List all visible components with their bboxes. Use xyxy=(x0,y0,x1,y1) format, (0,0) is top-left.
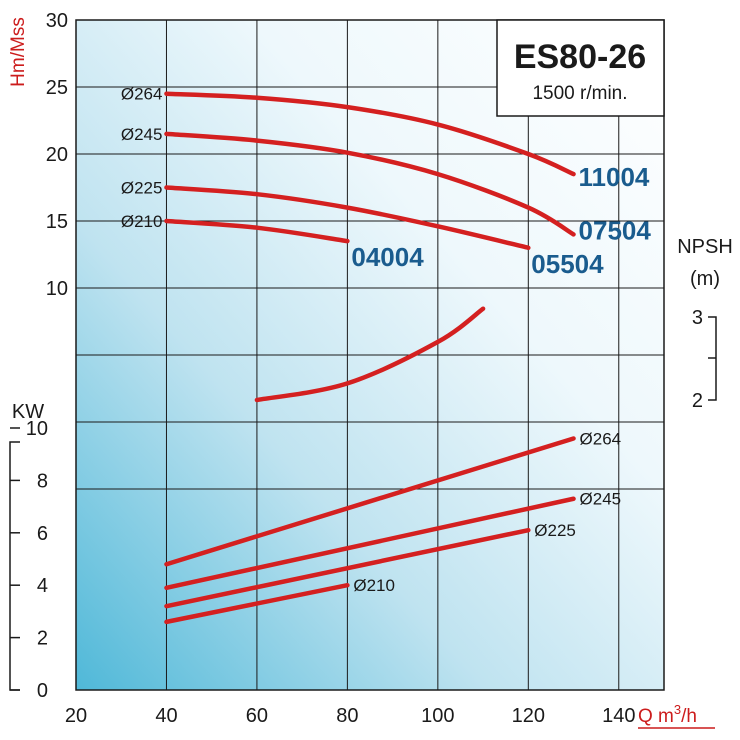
power-diameter-label: Ø225 xyxy=(534,521,576,540)
x-tick-label: 120 xyxy=(512,705,545,727)
npsh-axis-title-line1: NPSH xyxy=(677,236,733,258)
diameter-label: Ø225 xyxy=(121,179,163,198)
power-tick-label: 10 xyxy=(26,418,48,440)
x-axis-title: Q m3/h xyxy=(638,702,715,729)
head-curve xyxy=(164,185,531,251)
tick-labels: 20 40 60 80 100 120 140 10 15 20 25 30 0 2 4 6 8 10 3 2 xyxy=(10,10,703,727)
power-axis-bracket xyxy=(9,441,20,691)
x-tick-label: 140 xyxy=(602,705,635,727)
head-tick-label: 15 xyxy=(46,211,68,233)
model-label: 07504 xyxy=(579,215,652,245)
head-tick-label: 25 xyxy=(46,77,68,99)
power-curve xyxy=(164,582,350,625)
curves xyxy=(164,91,576,625)
head-tick-label: 30 xyxy=(46,10,68,32)
power-curve xyxy=(164,496,576,591)
npsh-axis-title-line2: (m) xyxy=(690,268,720,290)
x-tick-label: 60 xyxy=(246,705,268,727)
power-diameter-label: Ø245 xyxy=(580,490,622,509)
diameter-label: Ø245 xyxy=(121,125,163,144)
head-curve xyxy=(164,218,350,244)
plot-border xyxy=(75,19,665,691)
npsh-curve xyxy=(254,306,486,403)
power-diameter-label: Ø210 xyxy=(353,576,395,595)
npsh-axis-bracket xyxy=(708,316,717,401)
model-label: 05504 xyxy=(531,249,604,279)
power-tick-label: 2 xyxy=(37,628,48,650)
power-diameter-label: Ø264 xyxy=(580,429,622,448)
x-tick-label: 80 xyxy=(336,705,358,727)
power-tick-label: 8 xyxy=(37,470,48,492)
power-curve xyxy=(164,527,531,609)
head-curve xyxy=(164,131,576,237)
x-tick-label: 40 xyxy=(155,705,177,727)
diameter-label: Ø264 xyxy=(121,85,163,104)
curve-labels: Ø264 11004 Ø245 07504 Ø225 05504 Ø210 04004 Ø264… xyxy=(121,85,652,596)
head-tick-label: 20 xyxy=(46,144,68,166)
title-box: ES80-26 1500 r/min. xyxy=(496,19,665,117)
power-axis-title: KW xyxy=(12,401,44,423)
head-tick-label: 10 xyxy=(46,278,68,300)
power-tick-label: 6 xyxy=(37,523,48,545)
chart-title: ES80-26 xyxy=(514,38,646,76)
head-curve xyxy=(164,91,576,177)
power-tick-label: 0 xyxy=(37,680,48,702)
npsh-tick-label: 3 xyxy=(692,307,703,329)
head-axis-title: Hm/Mss xyxy=(8,17,29,87)
model-label: 04004 xyxy=(351,242,424,272)
npsh-tick-label: 2 xyxy=(692,390,703,412)
power-tick-label: 4 xyxy=(37,575,48,597)
model-label: 11004 xyxy=(579,162,650,192)
diameter-label: Ø210 xyxy=(121,212,163,231)
power-curve xyxy=(164,436,576,567)
chart-subtitle: 1500 r/min. xyxy=(532,83,627,104)
x-tick-label: 20 xyxy=(65,705,87,727)
x-tick-label: 100 xyxy=(421,705,454,727)
svg-text:Q m3/h: Q m3/h xyxy=(638,702,697,727)
